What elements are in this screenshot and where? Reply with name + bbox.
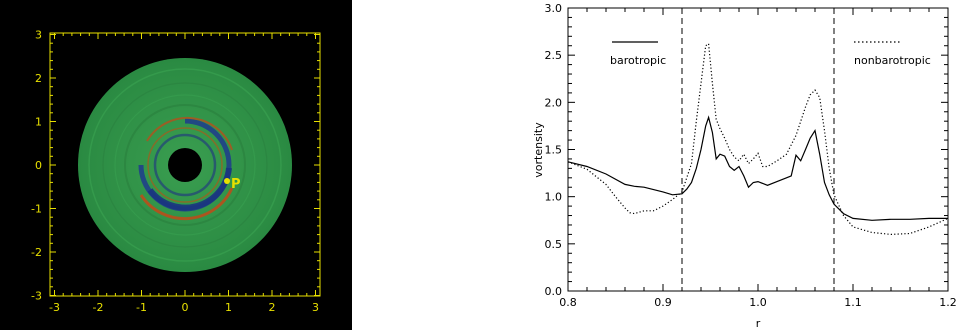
disk-inner-hole [168, 148, 202, 182]
chart-x-tick-label: 1.1 [844, 296, 862, 309]
map-x-tick-label: 3 [312, 301, 319, 314]
x-axis-label: r [756, 317, 761, 330]
chart-x-tick-label: 0.9 [654, 296, 672, 309]
map-x-tick-label: 1 [225, 301, 232, 314]
planet-label: P [231, 177, 241, 192]
chart-y-tick-labels: 0.0 0.5 1.0 1.5 2.0 2.5 3.0 [545, 2, 563, 298]
y-axis-label: vortensity [532, 122, 545, 178]
vortensity-chart-panel: 0.8 0.9 1.0 1.1 1.2 0.0 0.5 1.0 1.5 2.0 2.5 3.0 ba… [520, 0, 963, 330]
map-y-tick-label: -3 [31, 290, 42, 303]
map-x-tick-label: -2 [93, 301, 104, 314]
disk-ring-2 [102, 82, 268, 248]
chart-y-tick-label: 2.0 [545, 96, 563, 109]
chart-frame [567, 7, 949, 292]
planet-marker [224, 178, 230, 184]
disk-ring-3 [114, 94, 256, 236]
map-x-tick-label: 0 [182, 301, 189, 314]
chart-y-tick-label: 3.0 [545, 2, 563, 15]
map-ticks [50, 33, 320, 296]
spiral-wake-red-upper [146, 116, 233, 151]
chart-series [567, 42, 949, 236]
map-x-tick-labels: -3 -2 -1 0 1 2 3 [49, 301, 319, 314]
map-y-tick-label: 2 [35, 72, 42, 85]
disk-ring-4 [124, 104, 246, 226]
vortensity-chart: 0.8 0.9 1.0 1.1 1.2 0.0 0.5 1.0 1.5 2.0 2.5 3.0 ba… [532, 2, 957, 330]
spiral-wake-red-lower [139, 187, 234, 221]
chart-y-tick-label: 0.5 [545, 238, 563, 251]
legend-nonbarotropic-label: nonbarotropic [854, 54, 931, 67]
map-y-tick-label: 1 [35, 116, 42, 129]
chart-vertical-lines [681, 8, 835, 291]
inner-ring-blue [153, 133, 217, 197]
disk-ring-1 [88, 68, 282, 262]
map-y-tick-label: 0 [35, 159, 42, 172]
map-y-tick-label: -2 [31, 246, 42, 259]
chart-x-tick-label: 1.2 [939, 296, 957, 309]
chart-x-tick-labels: 0.8 0.9 1.0 1.1 1.2 [559, 296, 957, 309]
series-line-barotropic [567, 115, 948, 221]
map-y-tick-labels: 3 2 1 0 -1 -2 -3 [31, 29, 42, 303]
map-x-tick-label: -3 [49, 301, 60, 314]
map-x-tick-label: -1 [136, 301, 147, 314]
chart-x-tick-label: 0.8 [559, 296, 577, 309]
series-line-nonbarotropic [567, 42, 949, 236]
chart-y-tick-label: 0.0 [545, 285, 563, 298]
chart-y-tick-label: 1.0 [545, 191, 563, 204]
chart-y-tick-label: 2.5 [545, 49, 563, 62]
chart-x-tick-label: 1.0 [749, 296, 767, 309]
map-y-tick-label: -1 [31, 203, 42, 216]
inner-ring-red [147, 127, 223, 203]
chart-ticks [567, 7, 949, 292]
map-y-tick-label: 3 [35, 29, 42, 42]
map-x-tick-label: 2 [269, 301, 276, 314]
chart-y-tick-label: 1.5 [545, 144, 563, 157]
legend-barotropic-label: barotropic [610, 54, 666, 67]
